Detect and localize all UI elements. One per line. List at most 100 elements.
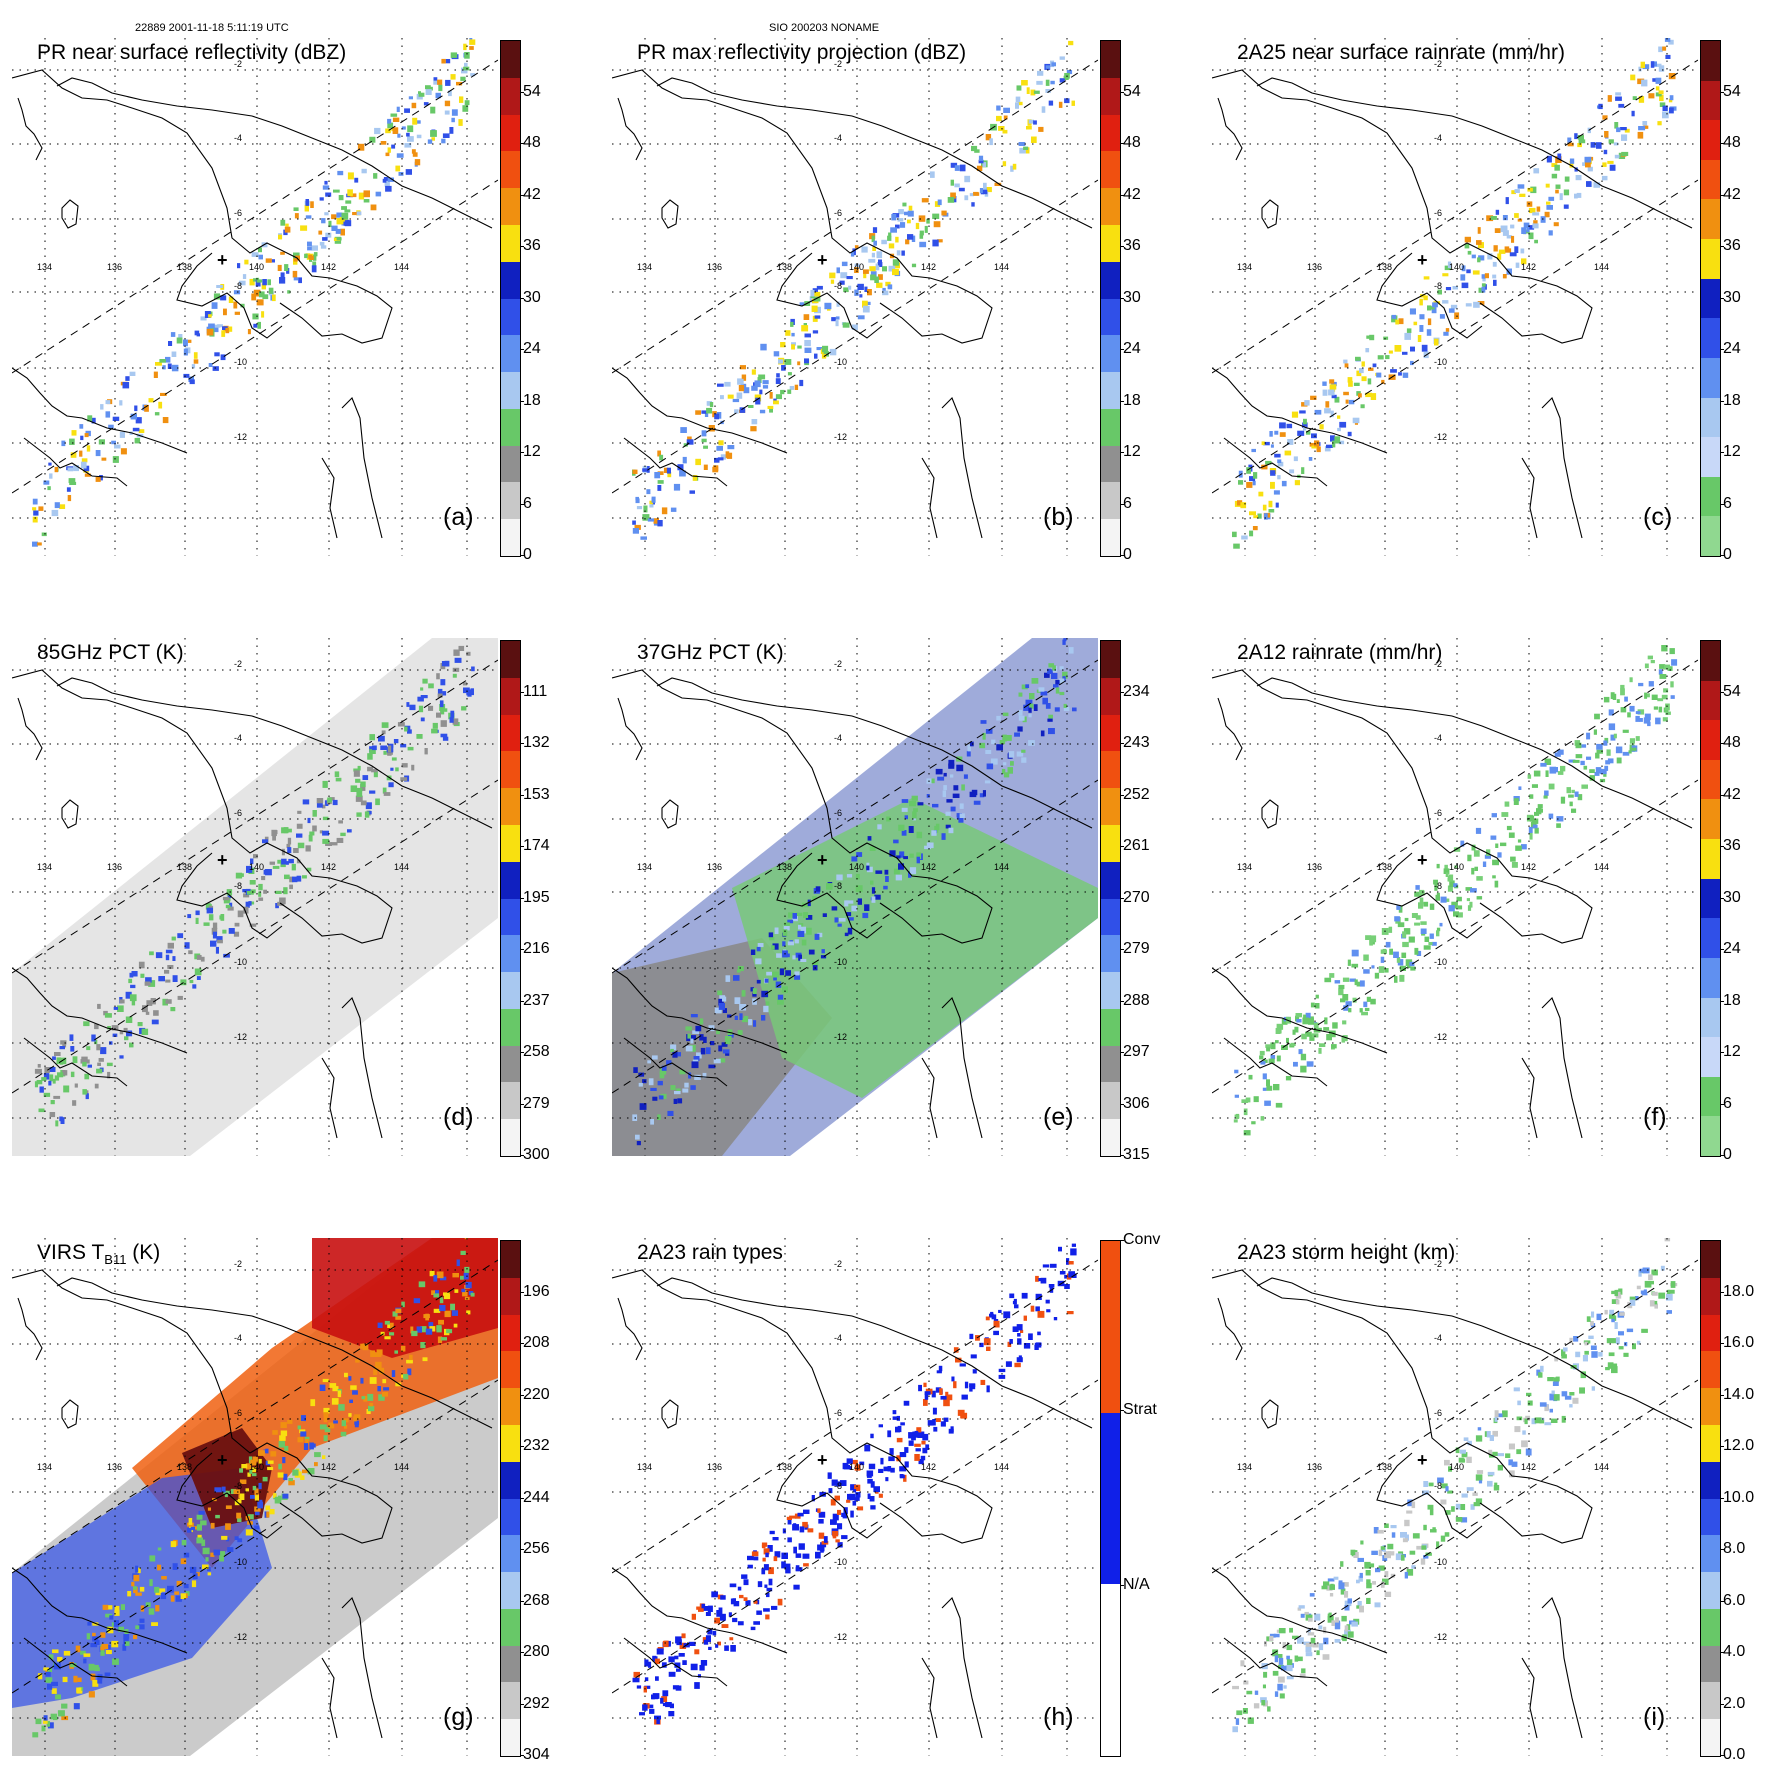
data-cell (781, 1561, 786, 1569)
data-cell (1344, 363, 1349, 368)
data-cell (409, 704, 416, 711)
data-cell (1003, 772, 1010, 778)
coastline (612, 1567, 788, 1654)
data-cell (1647, 722, 1651, 727)
data-cell (699, 1665, 705, 1671)
data-cell (796, 912, 803, 917)
data-cell (80, 461, 87, 469)
data-cell (1581, 784, 1588, 789)
data-cell (787, 389, 792, 394)
data-cell (1551, 173, 1558, 179)
data-cell (870, 274, 876, 281)
colorbar-segment (501, 1461, 520, 1502)
data-cell (1325, 401, 1330, 408)
colorbar-tick-label: 292 (523, 1694, 550, 1712)
data-cell (714, 457, 720, 463)
coastline (941, 397, 983, 539)
data-cell (395, 1382, 402, 1387)
data-cell (1266, 1047, 1271, 1052)
data-cell (365, 802, 372, 810)
data-cell (1610, 734, 1616, 741)
data-cell (1466, 1456, 1472, 1463)
data-cell (441, 138, 446, 144)
data-cell (112, 456, 119, 463)
data-cell (984, 780, 991, 784)
data-cell (227, 906, 234, 911)
data-cell (208, 363, 213, 367)
data-cell (841, 1535, 848, 1540)
data-cell (297, 1425, 301, 1430)
data-cell (404, 143, 412, 148)
data-cell (344, 220, 352, 227)
coastline (1223, 437, 1328, 487)
colorbar-tick-mark (1720, 794, 1724, 796)
data-cell (322, 1378, 329, 1383)
data-cell (469, 38, 473, 40)
data-cell (1652, 1300, 1658, 1305)
data-cell (148, 980, 156, 987)
data-cell (866, 866, 873, 873)
data-cell (1632, 1343, 1636, 1350)
data-cell (695, 410, 701, 415)
data-cell (1041, 106, 1046, 113)
data-cell (1322, 1654, 1330, 1660)
data-cell (1471, 867, 1475, 875)
data-cell (1347, 1598, 1352, 1604)
data-cell (679, 1069, 686, 1075)
colorbar-tick-label: 196 (523, 1282, 550, 1300)
data-cell (43, 480, 50, 485)
data-cell (785, 970, 791, 976)
data-cell (782, 929, 788, 936)
colorbar-tick-mark (520, 1394, 524, 1396)
data-cell (761, 1542, 768, 1547)
data-cell (895, 236, 899, 243)
data-cell (1638, 66, 1642, 72)
data-cell (1052, 665, 1056, 671)
data-cell (1311, 445, 1317, 449)
data-cell (747, 1555, 754, 1561)
data-cell (1427, 318, 1432, 326)
data-cell (636, 1685, 642, 1689)
data-cell (951, 1376, 955, 1382)
data-cell (690, 1014, 698, 1018)
data-cell (920, 1455, 926, 1461)
data-cell (266, 1511, 270, 1518)
data-cell (1279, 432, 1286, 437)
data-cell (1345, 1001, 1352, 1007)
data-cell (84, 1073, 90, 1080)
data-cell (652, 1055, 658, 1060)
data-cell (985, 750, 992, 754)
data-cell (1447, 885, 1453, 892)
colorbar-tick-label: 6 (1723, 1094, 1732, 1112)
data-cell (1545, 183, 1550, 188)
data-cell (1309, 1034, 1315, 1041)
data-cell (867, 836, 872, 841)
data-cell (761, 1544, 766, 1549)
data-cell (1270, 1055, 1276, 1060)
coastline (623, 437, 728, 487)
data-cell (877, 824, 882, 830)
data-cell (1436, 892, 1440, 897)
data-cell (661, 1065, 667, 1071)
colorbar-segment (1701, 239, 1720, 282)
data-cell (1359, 1008, 1363, 1013)
data-cell (818, 1532, 825, 1539)
data-cell (1450, 304, 1458, 309)
data-cell (327, 797, 332, 803)
data-cell (814, 315, 821, 319)
data-cell (244, 259, 249, 265)
data-cell (935, 823, 940, 831)
data-cell (1531, 1418, 1537, 1425)
data-cell (1047, 718, 1053, 722)
data-cell (1033, 90, 1040, 94)
data-cell (1455, 1517, 1463, 1522)
data-cell (787, 941, 794, 946)
colorbar-tick-label: 220 (523, 1385, 550, 1403)
data-cell (391, 1370, 396, 1377)
data-cell (450, 710, 455, 718)
data-cell (762, 1557, 766, 1562)
data-cell (420, 695, 428, 699)
data-cell (873, 1486, 880, 1493)
data-cell (1475, 827, 1482, 834)
colorbar-tick-mark (1720, 91, 1724, 93)
